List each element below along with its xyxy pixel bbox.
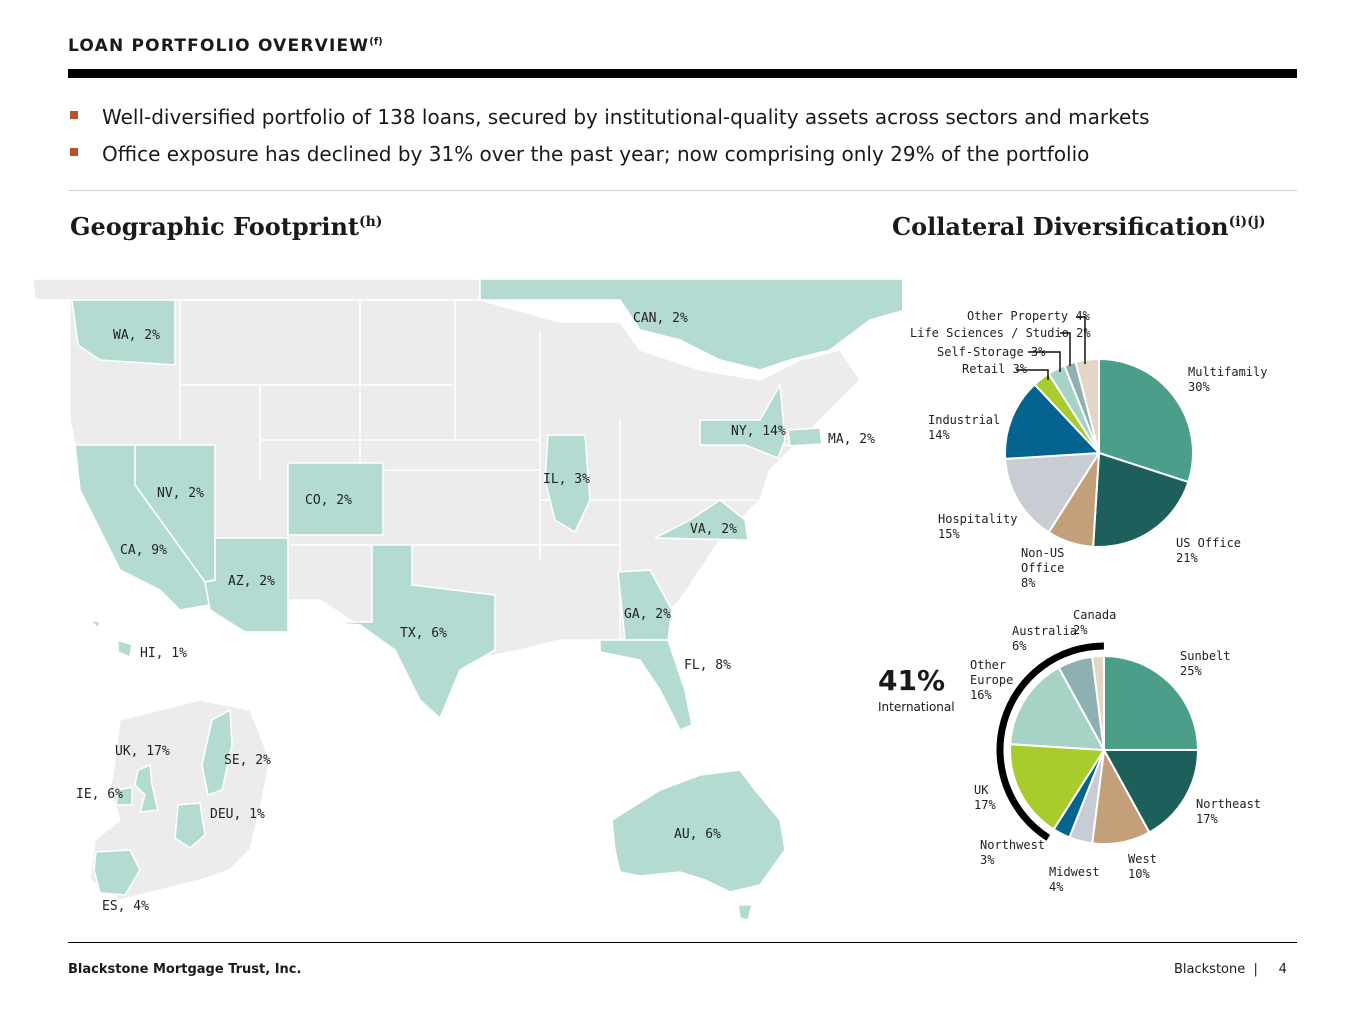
pie2-label-midwest: Midwest 4%: [1049, 865, 1100, 894]
map-label-es: ES, 4%: [102, 899, 149, 914]
map-co: [287, 462, 384, 536]
bullet-square-icon: [70, 148, 78, 156]
pie-slice-us-office: [1092, 451, 1190, 548]
map-label-tx: TX, 6%: [400, 626, 447, 641]
leader-other-property: [1077, 316, 1086, 364]
map-il: [544, 434, 591, 534]
map-label-va: VA, 2%: [690, 522, 737, 537]
map-ca: [74, 444, 211, 611]
map-uk: [134, 763, 159, 813]
map-fl: [599, 639, 693, 731]
pie2-label-sunbelt: Sunbelt 25%: [1180, 649, 1231, 678]
pie2-label-northeast: Northeast 17%: [1196, 797, 1261, 826]
map-label-az: AZ, 2%: [228, 574, 275, 589]
title-rule: [68, 69, 1297, 78]
footer-separator: |: [1253, 962, 1258, 977]
pie-slice-sunbelt: [1103, 654, 1200, 751]
map-label-il: IL, 3%: [543, 472, 590, 487]
map-es: [93, 849, 141, 896]
map-label-au: AU, 6%: [674, 827, 721, 842]
map-canada-east: [479, 278, 902, 371]
map-label-nv: NV, 2%: [157, 486, 204, 501]
map-va: [654, 499, 749, 541]
map-se: [201, 708, 233, 796]
pie1-label-hospitality: Hospitality 15%: [938, 512, 1017, 541]
international-percent: 41%: [878, 664, 946, 697]
pie1-leader-lines: [1016, 316, 1086, 380]
bullet-square-icon: [70, 111, 78, 119]
pie2-label-northwest: Northwest 3%: [980, 838, 1045, 867]
pie2-label-west: West 10%: [1128, 852, 1157, 881]
map-wa: [71, 299, 176, 366]
map-tx: [321, 544, 496, 720]
geographic-map: WA, 2% CAN, 2% NY, 14% MA, 2% IL, 3% NV,…: [32, 278, 902, 921]
footer-rule: [68, 942, 1297, 943]
pie-slice-canada: [1091, 654, 1105, 751]
pie-slice-multifamily: [1098, 357, 1194, 484]
leader-self-storage: [1028, 351, 1061, 372]
pie1-label-industrial: Industrial 14%: [928, 413, 1000, 442]
map-label-ny: NY, 14%: [731, 424, 786, 439]
pie2-label-canada: Canada 2%: [1073, 608, 1116, 637]
footer-brand-page: Blackstone | 4: [1174, 962, 1287, 977]
international-label: International: [878, 700, 955, 714]
leader-retail: [1016, 369, 1049, 380]
pie1-label-non-us-office: Non-US Office 8%: [1021, 546, 1064, 590]
bullet-text: Well-diversified portfolio of 138 loans,…: [102, 105, 1150, 129]
map-label-se: SE, 2%: [224, 753, 271, 768]
pie2-label-australia: Australia 6%: [1012, 624, 1077, 653]
pie-slice-other-property: [1074, 357, 1100, 454]
pie1-label-life-sciences: Life Sciences / Studio 2%: [910, 326, 1091, 340]
map-canada-west: [32, 278, 481, 301]
bullet-text: Office exposure has declined by 31% over…: [102, 142, 1090, 166]
geo-section-title: Geographic Footprint(h): [70, 212, 383, 241]
map-deu: [174, 802, 206, 849]
pie-slice-northeast: [1102, 749, 1200, 834]
footer-company: Blackstone Mortgage Trust, Inc.: [68, 962, 302, 977]
pie1-label-multifamily: Multifamily 30%: [1188, 365, 1267, 394]
map-label-uk: UK, 17%: [115, 744, 170, 759]
pie1-label-self-storage: Self-Storage 3%: [937, 345, 1046, 359]
map-label-co: CO, 2%: [305, 493, 352, 508]
map-ga: [617, 569, 673, 641]
pie2-label-uk: UK 17%: [974, 783, 996, 812]
map-state-borders: [179, 300, 800, 640]
pie-slice-industrial: [1004, 383, 1102, 460]
map-label-ca: CA, 9%: [120, 543, 167, 558]
international-arc: [996, 642, 1104, 841]
map-ny: [699, 382, 786, 459]
map-label-ie: IE, 6%: [76, 787, 123, 802]
map-ma: [787, 427, 823, 447]
geographic-pie-labels: Sunbelt 25% Northeast 17% West 10% Midwest 4…: [970, 608, 1261, 894]
map-au: [611, 769, 786, 921]
pie-slice-other-europe: [1009, 666, 1106, 752]
map-label-deu: DEU, 1%: [210, 807, 265, 822]
pie1-label-other-property: Other Property 4%: [967, 309, 1091, 323]
pie-charts: Multifamily 30% US Office 21% Non-US Office…: [910, 309, 1267, 894]
section-divider: [68, 190, 1297, 191]
collateral-pie-labels: Multifamily 30% US Office 21% Non-US Office…: [910, 309, 1267, 590]
page-number: 4: [1278, 962, 1287, 977]
map-ie: [115, 786, 133, 806]
leader-life-sciences: [1060, 332, 1071, 366]
pie-slice-hospitality: [1004, 451, 1101, 534]
map-hi: [61, 609, 133, 659]
footer-brand: Blackstone: [1174, 962, 1246, 977]
pie1-label-us-office: US Office 21%: [1176, 536, 1241, 565]
pie-slice-uk: [1009, 743, 1106, 831]
page-title: LOAN PORTFOLIO OVERVIEW(f): [68, 36, 383, 56]
map-label-wa: WA, 2%: [113, 328, 160, 343]
collateral-pie: [1004, 357, 1194, 548]
map-label-fl: FL, 8%: [684, 658, 731, 673]
map-label-can: CAN, 2%: [633, 311, 688, 326]
map-label-hi: HI, 1%: [140, 646, 187, 661]
collateral-section-title: Collateral Diversification(i)(j): [892, 212, 1266, 241]
pie2-label-other-europe: Other Europe 16%: [970, 658, 1013, 702]
geographic-pie: [1009, 654, 1200, 845]
map-label-ma: MA, 2%: [828, 432, 875, 447]
map-az: [204, 537, 289, 633]
pie1-label-retail: Retail 3%: [962, 362, 1028, 376]
map-label-ga: GA, 2%: [624, 607, 671, 622]
